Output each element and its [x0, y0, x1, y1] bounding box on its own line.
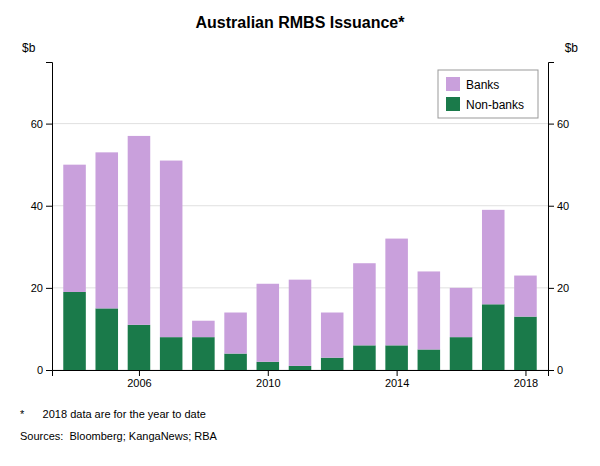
bar: [160, 337, 183, 370]
tick-label: 40: [31, 200, 43, 212]
bar: [257, 362, 280, 370]
tick-label: 2018: [514, 377, 538, 389]
tick-mark: [139, 370, 140, 376]
bar: [128, 136, 151, 325]
tick: 2014: [385, 370, 409, 389]
bar: [224, 313, 247, 354]
tick: 2010: [256, 370, 280, 389]
y-axis-label: $b: [22, 41, 36, 55]
bar: [482, 210, 505, 304]
bar: [321, 358, 344, 370]
tick-mark: [268, 370, 269, 376]
tick-mark: [397, 370, 398, 376]
tick-mark: [548, 288, 554, 289]
legend-swatch: [446, 77, 460, 91]
tick: 20: [31, 282, 52, 294]
tick-label: 40: [557, 200, 569, 212]
tick-label: 2006: [127, 377, 151, 389]
tick-label: 60: [31, 118, 43, 130]
tick: 60: [31, 118, 52, 130]
tick-label: 20: [557, 282, 569, 294]
bar: [353, 345, 376, 370]
tick: 2006: [127, 370, 151, 389]
legend: Banks Non-banks: [438, 70, 538, 118]
tick: 20: [548, 282, 569, 294]
bar: [160, 161, 183, 338]
legend-swatch: [446, 97, 460, 111]
footnote: * 2018 data are for the year to date: [20, 408, 206, 420]
title: Australian RMBS Issuance*: [196, 14, 406, 31]
bar: [63, 292, 86, 370]
tick: 2018: [514, 370, 538, 389]
bar: [289, 366, 312, 370]
bar-series: [63, 136, 536, 366]
y-axis: 0 20 40 60: [31, 63, 53, 377]
bar: [95, 308, 118, 370]
y2-axis: 0 20 40 60: [548, 63, 569, 377]
bar: [514, 276, 537, 317]
axis-line: [53, 371, 549, 377]
bar: [450, 288, 473, 337]
legend-label: Banks: [466, 78, 499, 92]
tick-label: 0: [557, 364, 563, 376]
axis-line: [46, 63, 53, 371]
y2-axis-label: $b: [565, 41, 579, 55]
legend-item: Banks: [446, 77, 499, 92]
tick-mark: [525, 370, 526, 376]
legend-label: Non-banks: [466, 98, 524, 112]
tick-mark: [548, 206, 554, 207]
bar: [482, 304, 505, 370]
grid-line: [52, 205, 548, 206]
tick-mark: [46, 124, 52, 125]
x-axis: 2006 2010 2014 2018: [53, 370, 549, 389]
bar: [192, 337, 215, 370]
tick-mark: [548, 124, 554, 125]
tick-label: 2010: [256, 377, 280, 389]
tick-label: 2014: [385, 377, 409, 389]
tick-mark: [548, 370, 554, 371]
bar: [514, 317, 537, 370]
bar: [224, 354, 247, 370]
footnote: Sources: Bloomberg; KangaNews; RBA: [20, 430, 218, 442]
grid: [52, 124, 548, 370]
tick: 60: [548, 118, 569, 130]
bar: [289, 280, 312, 366]
bar: [321, 313, 344, 358]
grid-line: [52, 123, 548, 124]
bar: [257, 284, 280, 362]
bar: [385, 345, 408, 370]
chart: 2006 2010 2014 2018 0 20 40 60 0 20 40 60 $b $b Austra…: [0, 0, 600, 466]
tick: 0: [548, 364, 563, 376]
tick: 40: [31, 200, 52, 212]
bar: [353, 263, 376, 345]
tick-mark: [46, 206, 52, 207]
legend-frame: [438, 70, 538, 118]
bar: [192, 321, 215, 337]
plot-area: [63, 136, 536, 370]
bar: [418, 271, 441, 349]
tick-mark: [46, 370, 52, 371]
tick: 0: [37, 364, 52, 376]
tick-label: 20: [31, 282, 43, 294]
bar: [450, 337, 473, 370]
bar: [418, 349, 441, 370]
bar: [95, 152, 118, 308]
tick-label: 0: [37, 364, 43, 376]
bar: [63, 165, 86, 292]
bar: [128, 325, 151, 370]
bar: [385, 239, 408, 346]
tick: 40: [548, 200, 569, 212]
tick-label: 60: [557, 118, 569, 130]
legend-item: Non-banks: [446, 97, 524, 112]
tick-mark: [46, 288, 52, 289]
axis-line: [549, 63, 555, 371]
